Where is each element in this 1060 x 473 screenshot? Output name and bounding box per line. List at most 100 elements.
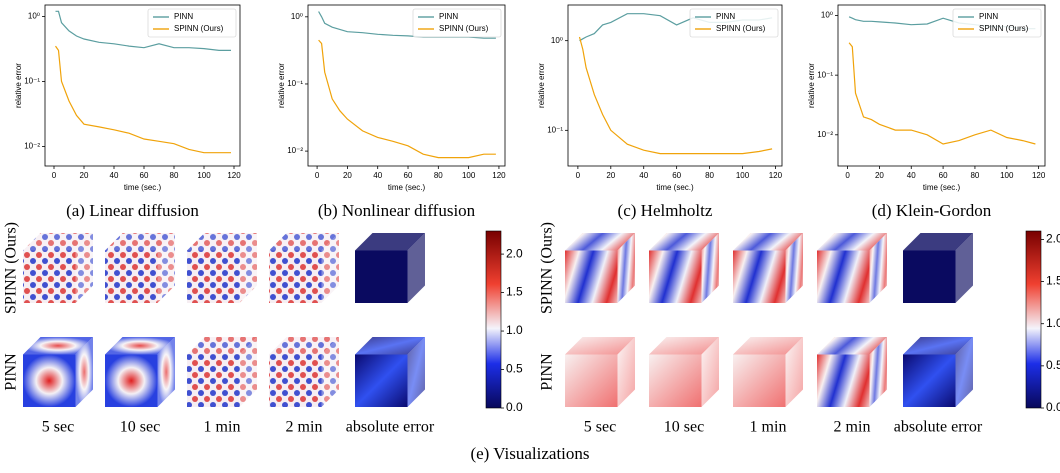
x-tick-label: 80 (705, 171, 714, 180)
cube-front (269, 354, 322, 407)
x-tick-label: 40 (907, 171, 916, 180)
x-tick-label: 0 (845, 171, 850, 180)
colorbar-tick-label: 2.0 (1046, 232, 1060, 246)
cube-front (733, 250, 786, 303)
column-label: 5 sec (42, 419, 74, 436)
cube-top (187, 337, 257, 355)
y-tick-label: 10⁻¹ (287, 79, 303, 88)
series-line (55, 45, 231, 154)
colorbar-tick-label: 2.0 (506, 246, 523, 260)
series-line (318, 39, 496, 159)
y-tick-label: 10⁰ (551, 36, 563, 45)
cube-top (23, 233, 93, 251)
cube-front (649, 250, 702, 303)
cube-side (617, 337, 635, 407)
x-tick-label: 40 (639, 171, 648, 180)
x-tick-label: 40 (373, 171, 382, 180)
legend-label: SPINN (Ours) (979, 24, 1029, 33)
cube-top (817, 233, 887, 251)
legend-box (147, 8, 237, 38)
chart-caption: (a) Linear diffusion (66, 201, 199, 220)
y-tick-label: 10⁰ (291, 12, 303, 21)
chart: 0 20 40 60 80 100 120 10⁻² 10⁻¹ 10⁰ time (sec.) rel… (277, 4, 506, 220)
legend-box (952, 8, 1042, 38)
plot-frame (837, 4, 1046, 167)
cube-top (23, 337, 93, 355)
x-tick-label: 0 (52, 171, 57, 180)
cube-front (187, 354, 240, 407)
x-tick-label: 0 (576, 171, 581, 180)
row-label: SPINN (Ours) (539, 222, 556, 314)
chart-caption: (c) Helmholtz (618, 201, 713, 220)
plot-frame (307, 4, 506, 167)
chart: 0 20 40 60 80 100 120 10⁻² 10⁻¹ 10⁰ time (sec.) rel… (14, 4, 241, 220)
cube-side (869, 233, 887, 303)
cube-front (565, 250, 618, 303)
x-tick-label: 100 (462, 171, 476, 180)
legend-label: SPINN (Ours) (716, 24, 766, 33)
cube-side (955, 337, 973, 407)
cube-front (565, 354, 618, 407)
cube-top (105, 337, 175, 355)
x-tick-label: 20 (875, 171, 884, 180)
y-axis-label: relative error (14, 63, 23, 108)
plot-frame (44, 4, 241, 167)
cube-side (617, 233, 635, 303)
column-label: absolute error (346, 419, 435, 436)
cube-side (321, 233, 339, 303)
cube-top (355, 337, 425, 355)
cube-top (269, 337, 339, 355)
cube-side (75, 233, 93, 303)
cube-front (903, 250, 956, 303)
row-label: SPINN (Ours) (3, 222, 20, 314)
x-tick-label: 120 (492, 171, 506, 180)
column-label: 1 min (204, 419, 241, 436)
colorbar-tick-label: 0.5 (1046, 358, 1060, 372)
column-label: 1 min (750, 419, 787, 436)
legend-label: SPINN (Ours) (174, 24, 224, 33)
x-axis-label: time (sec.) (388, 183, 426, 192)
cube-top (187, 233, 257, 251)
cube-front (903, 354, 956, 407)
cube-side (157, 233, 175, 303)
x-tick-label: 120 (1032, 171, 1046, 180)
cube-front (817, 354, 870, 407)
cube-front (733, 354, 786, 407)
y-tick-label: 10⁻² (287, 146, 303, 155)
figure-caption: (e) Visualizations (470, 444, 589, 463)
colorbar-tick-label: 1.5 (506, 285, 523, 299)
x-tick-label: 100 (736, 171, 750, 180)
cube-side (701, 337, 719, 407)
colorbar-tick-label: 0.0 (1046, 400, 1060, 414)
chart-caption: (b) Nonlinear diffusion (318, 201, 476, 220)
column-label: 2 min (834, 419, 871, 436)
cube-side (239, 337, 257, 407)
cube-front (105, 354, 158, 407)
legend-label: PINN (716, 12, 735, 21)
cube-top (269, 233, 339, 251)
x-tick-label: 120 (227, 171, 241, 180)
cube-top (649, 337, 719, 355)
cube-top (733, 233, 803, 251)
cube-top (105, 233, 175, 251)
chart: 0 20 40 60 80 100 120 10⁻¹ 10⁰ time (sec.) relativ… (537, 4, 783, 220)
column-label: 10 sec (664, 419, 704, 436)
cube-side (785, 233, 803, 303)
y-tick-label: 10⁰ (821, 11, 833, 20)
column-label: absolute error (894, 419, 983, 436)
y-axis-label: relative error (277, 63, 286, 108)
y-axis-label: relative error (807, 63, 816, 108)
column-label: 10 sec (120, 419, 160, 436)
x-axis-label: time (sec.) (656, 183, 694, 192)
colorbar-tick-label: 1.0 (1046, 316, 1060, 330)
x-tick-label: 60 (939, 171, 948, 180)
cube-top (903, 337, 973, 355)
cube-side (785, 337, 803, 407)
x-tick-label: 120 (769, 171, 783, 180)
cube-top (355, 233, 425, 251)
chart: 0 20 40 60 80 100 120 10⁻² 10⁻¹ 10⁰ time (sec.) rel… (807, 4, 1046, 220)
cube-side (239, 233, 257, 303)
visualization-panel: SPINN (Ours) PINN 5 sec 10 sec 1 min 2 min abs… (3, 222, 523, 436)
x-tick-label: 80 (434, 171, 443, 180)
